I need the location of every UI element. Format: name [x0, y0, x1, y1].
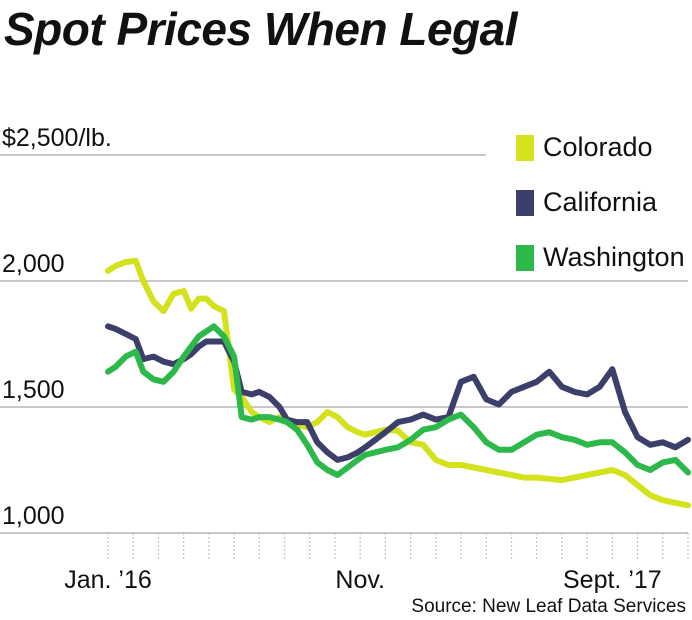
y-tick-labels: $2,500/lb. 1,000 1,500 2,000: [2, 124, 112, 530]
legend: Colorado California Washington: [516, 120, 685, 285]
x-tick-label: Sept. ’17: [563, 566, 662, 594]
y-tick-label: 1,500: [2, 376, 65, 404]
legend-swatch-washington: [516, 244, 534, 271]
legend-item-california: California: [516, 175, 685, 230]
y-tick-label: 1,000: [2, 502, 65, 530]
legend-item-washington: Washington: [516, 230, 685, 285]
source-note: Source: New Leaf Data Services: [411, 596, 686, 617]
y-tick-label: 2,000: [2, 250, 65, 278]
x-axis: Jan. ’16 Nov. Sept. ’17: [64, 533, 689, 594]
legend-swatch-california: [516, 189, 534, 216]
legend-label-california: California: [543, 187, 658, 217]
legend-item-colorado: Colorado: [516, 120, 685, 175]
x-tick-label: Nov.: [335, 566, 385, 594]
chart-title: Spot Prices When Legal: [4, 3, 518, 55]
legend-swatch-colorado: [516, 134, 534, 161]
series-line-washington: [105, 323, 691, 478]
series-line-colorado: [105, 257, 691, 509]
series-line-california: [105, 323, 691, 463]
series-lines: [105, 257, 691, 509]
y-tick-label-top: $2,500/lb.: [2, 124, 112, 152]
grid-lines: [0, 154, 688, 534]
x-tick-label: Jan. ’16: [64, 566, 152, 594]
legend-label-colorado: Colorado: [543, 132, 653, 162]
legend-label-washington: Washington: [543, 242, 685, 272]
